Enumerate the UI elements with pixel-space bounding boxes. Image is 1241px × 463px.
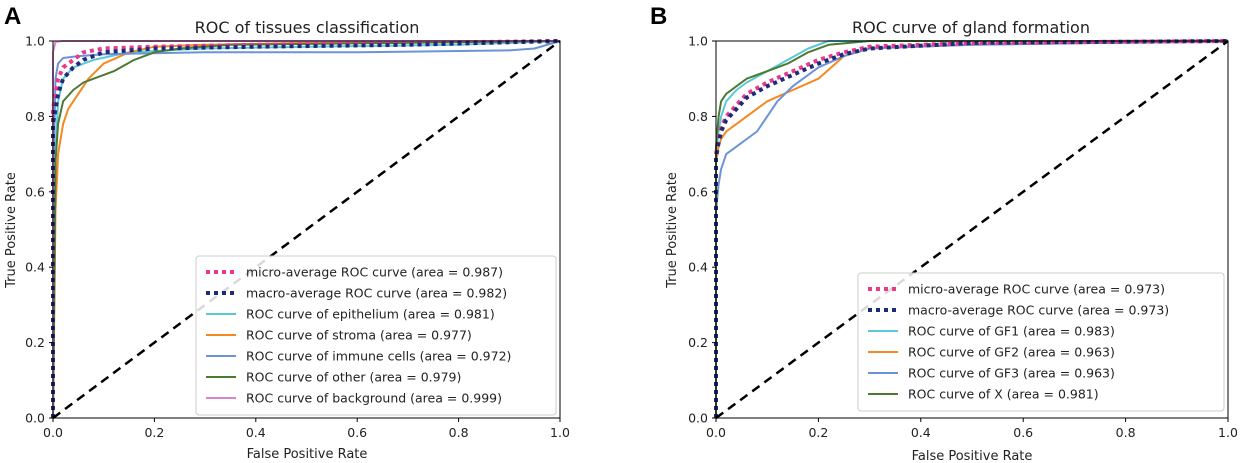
panel-a-xlabel: False Positive Rate: [247, 447, 368, 462]
panel-a-ylabel: True Positive Rate: [4, 172, 19, 289]
panel-b-series-2-line: [714, 39, 1229, 418]
panel-b-title: ROC curve of gland formation: [852, 18, 1090, 37]
panel-a-xtick-label: 0.2: [144, 425, 164, 440]
panel-b-xlabel: False Positive Rate: [912, 449, 1033, 463]
panel-a-series-2-line: [51, 39, 561, 418]
panel-b-xtick-label: 1.0: [1218, 425, 1238, 440]
panel-b-ytick-label: 0.2: [688, 335, 708, 350]
panel-a: A ROC of tissues classification 0.0 0.2 0.…: [4, 3, 570, 462]
panel-b-ytick-label: 0.8: [688, 109, 708, 124]
panel-b-ytick-label: 0.6: [688, 184, 708, 199]
panel-a-xtick-label: 1.0: [550, 425, 570, 440]
panel-a-legend-label: ROC curve of immune cells (area = 0.972): [246, 349, 511, 364]
panel-a-ytick-label: 1.0: [25, 34, 45, 49]
panel-a-legend: micro-average ROC curve (area = 0.987) ma…: [195, 255, 557, 416]
panel-a-title: ROC of tissues classification: [195, 18, 420, 37]
panel-b-series-6-line: [715, 40, 1228, 418]
panel-b: B ROC curve of gland formation 0.0 0.2 0.4…: [650, 3, 1238, 463]
panel-b-xtick-label: 0.6: [1013, 425, 1033, 440]
panel-b-legend-label: ROC curve of GF2 (area = 0.963): [908, 345, 1115, 360]
panel-a-legend-label: ROC curve of stroma (area = 0.977): [246, 328, 472, 343]
panel-b-xtick-label: 0.4: [911, 425, 931, 440]
panel-b-legend-label: macro-average ROC curve (area = 0.973): [908, 303, 1169, 318]
panel-b-ytick-label: 1.0: [688, 34, 708, 49]
panel-a-ytick-label: 0.6: [25, 184, 45, 199]
panel-b-ytick-label: 0.4: [688, 260, 708, 275]
panel-a-legend-label: ROC curve of background (area = 0.999): [246, 391, 502, 406]
panel-b-series-lines: [714, 39, 1229, 420]
panel-a-legend-box: [195, 255, 557, 416]
panel-a-ytick-label: 0.4: [25, 260, 45, 275]
panel-b-ytick-label: 0.0: [688, 411, 708, 426]
panel-a-xtick-label: 0.0: [43, 425, 63, 440]
panel-b-xtick-label: 0.0: [706, 425, 726, 440]
panel-a-ytick-label: 0.2: [25, 335, 45, 350]
panel-b-legend-label: micro-average ROC curve (area = 0.973): [908, 282, 1165, 297]
panel-a-legend-label: ROC curve of epithelium (area = 0.981): [246, 307, 495, 322]
panel-a-legend-label: macro-average ROC curve (area = 0.982): [246, 286, 507, 301]
panel-b-legend-label: ROC curve of GF3 (area = 0.963): [908, 366, 1115, 381]
panel-a-chance-line: [52, 39, 561, 420]
panel-a-xtick-label: 0.4: [246, 425, 266, 440]
panel-b-legend-box: [857, 272, 1225, 412]
panel-a-label: A: [4, 3, 21, 30]
panel-b-legend-label: ROC curve of GF1 (area = 0.983): [908, 324, 1115, 339]
panel-a-ticks: 0.0 0.2 0.4 0.6 0.8 1.0 0.0 0.2 0.4 0.6 0.8 1.0: [25, 34, 570, 441]
panel-a-ytick-label: 0.0: [25, 411, 45, 426]
panel-b-chance-line: [715, 39, 1229, 420]
panel-b-ylabel: True Positive Rate: [665, 172, 680, 289]
panel-b-label: B: [650, 3, 667, 30]
panel-a-xtick-label: 0.6: [347, 425, 367, 440]
panel-a-axes-frame: [52, 40, 561, 419]
panel-b-xtick-label: 0.8: [1116, 425, 1136, 440]
panel-b-axes-frame: [715, 40, 1229, 419]
panel-b-legend: micro-average ROC curve (area = 0.973) ma…: [857, 272, 1225, 412]
panel-a-xtick-label: 0.8: [449, 425, 469, 440]
panel-a-legend-label: ROC curve of other (area = 0.979): [246, 370, 461, 385]
panel-a-ytick-label: 0.8: [25, 109, 45, 124]
panel-b-xtick-label: 0.2: [808, 425, 828, 440]
panel-a-legend-label: micro-average ROC curve (area = 0.987): [246, 265, 503, 280]
panel-b-ticks: 0.0 0.2 0.4 0.6 0.8 1.0 0.0 0.2 0.4 0.6 0.8 1.0: [688, 34, 1238, 441]
panel-b-legend-label: ROC curve of X (area = 0.981): [908, 387, 1099, 402]
